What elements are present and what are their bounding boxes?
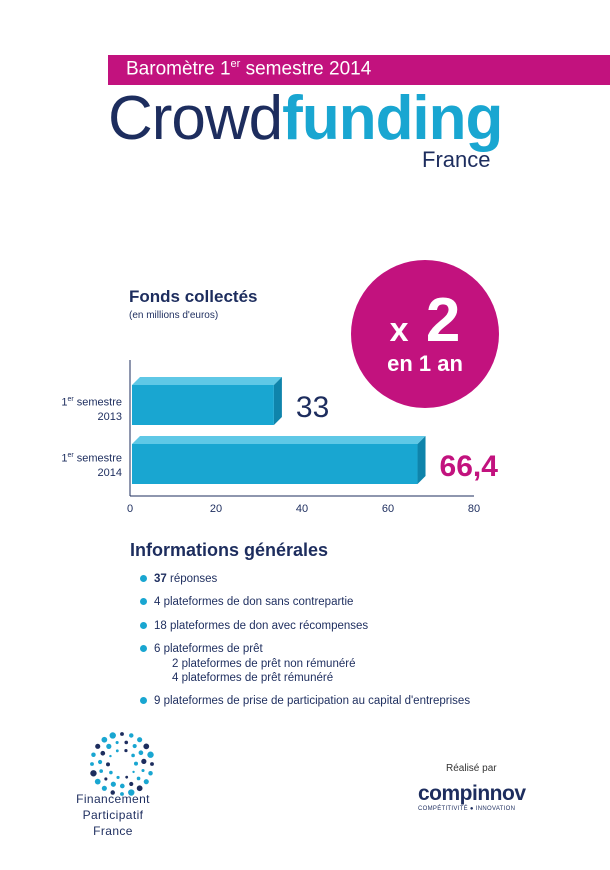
category-label-2014: 1er semestre 2014: [61, 452, 122, 479]
info-list: 37 réponses 4 plateformes de don sans co…: [140, 572, 470, 718]
badge-x: x: [389, 311, 409, 349]
page-subtitle: France: [422, 147, 491, 172]
header-banner: [108, 55, 610, 85]
compinnov-tagline: COMPÉTITIVITÉ ● INNOVATION: [418, 806, 516, 812]
chart-title: Fonds collectés: [129, 287, 258, 306]
page-title: Crowdfunding: [108, 84, 503, 153]
bullet-icon: [140, 697, 147, 705]
realise-par: Réalisé par: [446, 763, 497, 774]
bullet-icon: [140, 575, 147, 582]
bar-1: [132, 436, 426, 484]
x-tick-label: 40: [296, 503, 308, 515]
x-tick-label: 20: [210, 503, 222, 515]
list-item: 6 plateformes de prêt 2 plateformes de pr…: [140, 642, 470, 685]
ffp-logo-icon: [90, 732, 154, 796]
chart-subtitle: (en millions d'euros): [129, 310, 219, 321]
bar-0: [132, 377, 282, 425]
x-tick-label: 60: [382, 503, 394, 515]
list-subitem: 2 plateformes de prêt non rémunéré: [172, 657, 356, 670]
list-item: 4 plateformes de don sans contrepartie: [140, 595, 470, 609]
value-label-0: 33: [296, 391, 329, 424]
list-item: 37 réponses: [140, 572, 470, 586]
growth-badge: x 2 en 1 an: [351, 260, 499, 408]
x-tick-label: 80: [468, 503, 480, 515]
compinnov-logo: compinnov: [418, 782, 526, 805]
list-subitem: 4 plateformes de prêt rémunéré: [172, 671, 334, 684]
badge-multiplier: 2: [425, 286, 461, 355]
bullet-icon: [140, 645, 147, 653]
info-title: Informations générales: [130, 540, 329, 560]
list-item: 9 plateformes de prise de participation …: [140, 694, 470, 708]
badge-caption: en 1 an: [387, 351, 463, 376]
category-label-2013: 1er semestre 2013: [61, 396, 122, 423]
value-label-1: 66,4: [440, 450, 499, 483]
bullet-icon: [140, 598, 147, 606]
x-tick-label: 0: [127, 503, 133, 515]
ffp-logo-text: Financement Participatif France: [76, 792, 150, 839]
list-item: 18 plateformes de don avec récompenses: [140, 619, 470, 633]
banner-text: Baromètre 1er semestre 2014: [126, 58, 372, 80]
bullet-icon: [140, 621, 147, 629]
